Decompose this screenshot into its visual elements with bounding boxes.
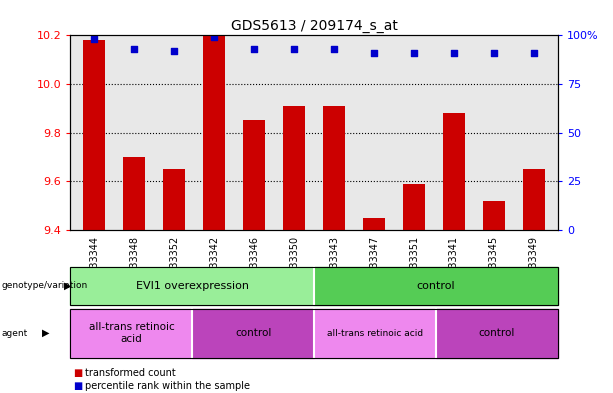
Text: control: control (417, 281, 455, 291)
Point (369, 50, 379, 56)
Text: ▶: ▶ (64, 281, 71, 291)
Bar (164, 169, 185, 230)
Text: ■: ■ (74, 367, 83, 378)
Title: GDS5613 / 209174_s_at: GDS5613 / 209174_s_at (230, 19, 398, 33)
Text: genotype/variation: genotype/variation (1, 281, 88, 290)
Bar (243, 121, 265, 230)
Text: control: control (235, 328, 272, 338)
Point (129, 46, 139, 52)
Bar (283, 106, 305, 230)
Text: all-trans retinoic
acid: all-trans retinoic acid (88, 322, 174, 344)
Point (169, 48, 179, 54)
Text: ▶: ▶ (42, 328, 49, 338)
Bar (443, 113, 465, 230)
Point (210, 34, 219, 40)
Point (529, 50, 539, 56)
Text: control: control (479, 328, 515, 338)
Point (409, 50, 419, 56)
Bar (204, 35, 226, 230)
Text: percentile rank within the sample: percentile rank within the sample (85, 381, 249, 391)
Point (329, 46, 339, 52)
Text: agent: agent (1, 329, 28, 338)
Point (289, 46, 299, 52)
Text: EVI1 overexpression: EVI1 overexpression (136, 281, 249, 291)
Text: transformed count: transformed count (85, 367, 175, 378)
Bar (403, 184, 425, 230)
Point (489, 50, 499, 56)
Point (249, 46, 259, 52)
Bar (323, 106, 345, 230)
Bar (83, 40, 105, 230)
Bar (483, 201, 505, 230)
Text: ■: ■ (74, 381, 83, 391)
Point (89, 36, 99, 42)
Bar (363, 218, 385, 230)
Text: all-trans retinoic acid: all-trans retinoic acid (327, 329, 423, 338)
Bar (123, 157, 145, 230)
Point (449, 50, 459, 56)
Bar (523, 169, 545, 230)
